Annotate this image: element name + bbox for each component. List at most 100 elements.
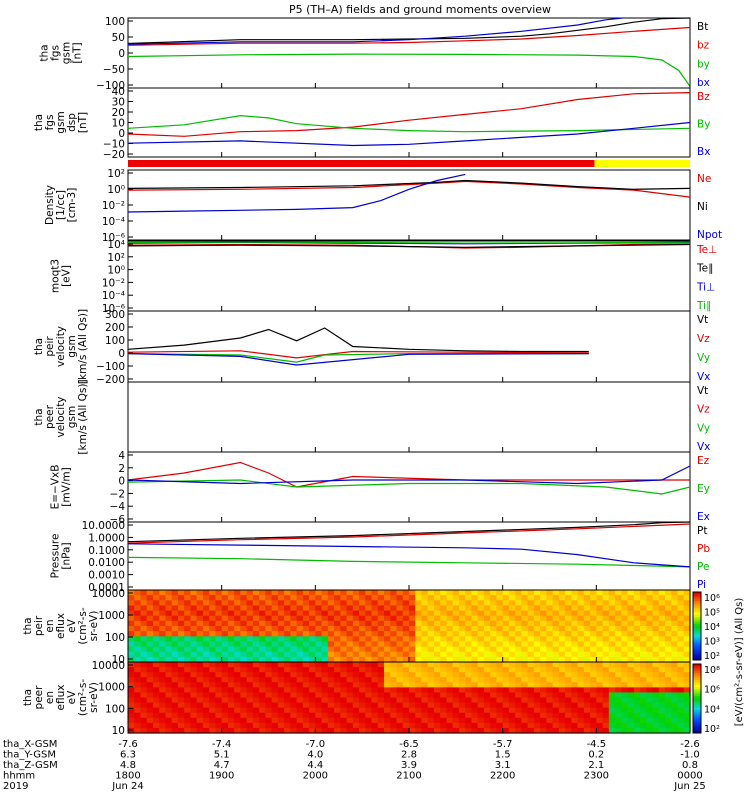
- spectrogram-cell: [327, 620, 335, 627]
- spectrogram-cell: [334, 702, 341, 709]
- spectrogram-cell: [433, 605, 441, 612]
- colorbar-cell: [693, 673, 701, 676]
- spectrogram-cell: [234, 646, 241, 653]
- spectrogram-cell: [440, 646, 448, 653]
- spectrogram-cell: [546, 636, 554, 643]
- spectrogram-cell: [309, 631, 316, 637]
- spectrogram-cell: [334, 656, 341, 663]
- spectrogram-cell: [259, 682, 266, 688]
- spectrogram-cell: [440, 662, 448, 668]
- y-tick-label: 40: [112, 86, 125, 98]
- spectrogram-cell: [371, 682, 379, 688]
- spectrogram-cell: [477, 712, 485, 719]
- spectrogram-cell: [352, 620, 360, 627]
- spectrogram-cell: [583, 620, 591, 627]
- spectrogram-cell: [184, 692, 192, 699]
- spectrogram-cell: [552, 610, 560, 617]
- spectrogram-cell: [571, 615, 579, 622]
- spectrogram-cell: [159, 672, 167, 678]
- spectrogram-cell: [577, 687, 585, 694]
- spectrogram-cell: [415, 615, 423, 622]
- spectrogram-cell: [652, 595, 660, 601]
- spectrogram-cell: [284, 620, 291, 627]
- spectrogram-cell: [671, 641, 679, 648]
- spectrogram-cell: [152, 677, 160, 683]
- legend-entry: Bt: [697, 21, 708, 33]
- y-axis-label-line: [nT]: [72, 42, 84, 63]
- spectrogram-cell: [177, 590, 185, 596]
- spectrogram-cell: [521, 590, 529, 596]
- spectrogram-cell: [571, 667, 579, 673]
- spectrogram-cell: [527, 672, 535, 678]
- spectrogram-cell: [196, 600, 204, 607]
- spectrogram-cell: [202, 682, 210, 688]
- spectrogram-cell: [571, 712, 579, 719]
- orbit-row-value: Jun 25: [673, 781, 706, 792]
- spectrogram-cell: [583, 687, 591, 694]
- spectrogram-cell: [128, 636, 135, 643]
- spectrogram-cell: [384, 687, 391, 694]
- spectrogram-cell: [396, 595, 404, 601]
- spectrogram-cell: [190, 697, 198, 704]
- spectrogram-cell: [452, 610, 460, 617]
- spectrogram-cell: [315, 702, 323, 709]
- orbit-row-value: 2.1: [588, 760, 604, 771]
- spectrogram-cell: [359, 722, 366, 729]
- spectrogram-cell: [565, 702, 572, 709]
- spectrogram-cell: [683, 702, 691, 709]
- spectrogram-cell: [452, 615, 460, 622]
- spectrogram-cell: [277, 651, 285, 658]
- spectrogram-cell: [171, 667, 179, 673]
- spectrogram-cell: [652, 605, 660, 612]
- colorbar-cell: [693, 632, 701, 636]
- spectrogram-cell: [633, 620, 641, 627]
- spectrogram-cell: [415, 646, 423, 653]
- spectrogram-cell: [346, 646, 354, 653]
- spectrogram-cell: [196, 615, 204, 622]
- spectrogram-cell: [483, 646, 491, 653]
- spectrogram-cell: [359, 600, 366, 607]
- spectrogram-cell: [327, 662, 335, 668]
- spectrogram-cell: [277, 687, 285, 694]
- spectrogram-cell: [640, 707, 647, 714]
- spectrogram-cell: [677, 687, 685, 694]
- spectrogram-cell: [677, 631, 685, 637]
- spectrogram-cell: [633, 697, 641, 704]
- spectrogram-cell: [309, 620, 316, 627]
- spectrogram-cell: [565, 626, 572, 632]
- spectrogram-cell: [465, 707, 473, 714]
- colorbar-cell: [693, 598, 701, 602]
- spectrogram-cell: [458, 620, 466, 627]
- spectrogram-cell: [590, 692, 597, 699]
- spectrogram-cell: [284, 641, 291, 648]
- spectrogram-cell: [521, 662, 529, 668]
- orbit-row-value: 4.7: [214, 760, 230, 771]
- spectrogram-cell: [640, 656, 647, 663]
- spectrogram-cell: [421, 590, 429, 596]
- spectrogram-cell: [402, 682, 410, 688]
- spectrogram-cell: [671, 722, 679, 729]
- spectrogram-cell: [621, 610, 629, 617]
- spectrogram-cell: [565, 656, 572, 663]
- spectrogram-cell: [596, 656, 604, 663]
- spectrogram-cell: [240, 641, 248, 648]
- spectrogram-cell: [452, 620, 460, 627]
- spectrogram-cell: [277, 600, 285, 607]
- spectrogram-cell: [302, 656, 310, 663]
- spectrogram-cell: [496, 605, 504, 612]
- spectrogram-cell: [602, 677, 610, 683]
- spectrogram-cell: [159, 667, 167, 673]
- spectrogram-cell: [433, 636, 441, 643]
- spectrogram-cell: [465, 717, 473, 724]
- spectrogram-cell: [533, 712, 541, 719]
- spectrogram-cell: [396, 656, 404, 663]
- spectrogram-cell: [533, 692, 541, 699]
- spectrogram-cell: [646, 712, 654, 719]
- spectrogram-cell: [658, 727, 666, 734]
- spectrogram-cell: [452, 677, 460, 683]
- spectrogram-cell: [384, 651, 391, 658]
- spectrogram-cell: [409, 707, 416, 714]
- y-axis-label: thapeervelocitygsm[km/s (All Qs)]: [33, 379, 89, 454]
- spectrogram-cell: [128, 610, 135, 617]
- spectrogram-cell: [458, 722, 466, 729]
